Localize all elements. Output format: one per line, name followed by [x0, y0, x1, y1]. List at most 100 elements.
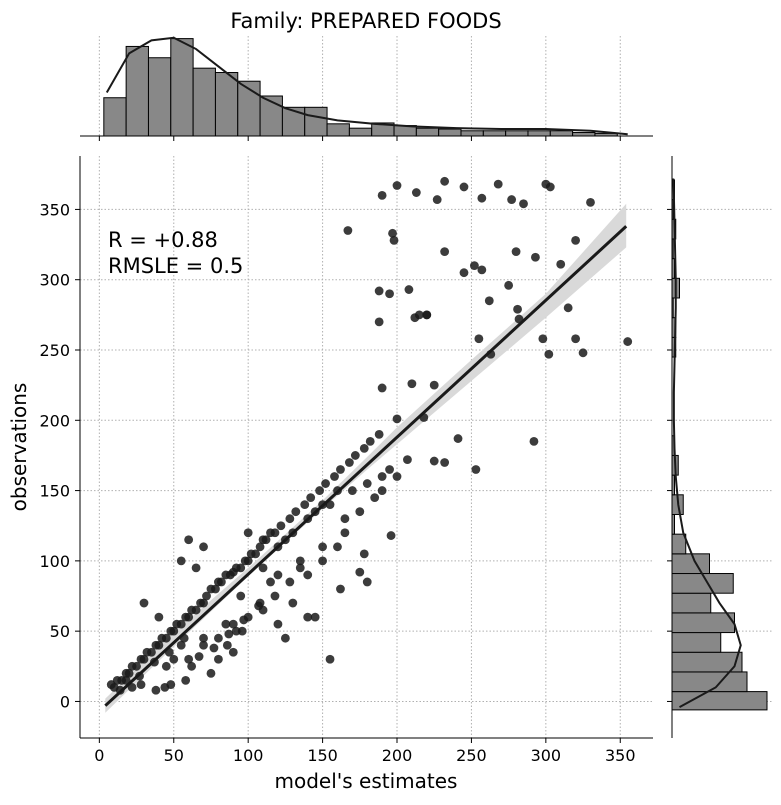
y-tick-label: 150 [39, 482, 70, 501]
data-point [236, 591, 246, 601]
data-point [538, 334, 548, 344]
data-point [221, 619, 231, 629]
top-hist-bar [438, 128, 462, 137]
data-point [206, 668, 216, 678]
data-point [459, 182, 469, 192]
y-tick-label: 250 [39, 341, 70, 360]
top-hist-bar [147, 57, 172, 137]
data-point [246, 549, 256, 559]
data-point [374, 286, 384, 296]
data-point [470, 261, 479, 271]
data-point [273, 619, 283, 629]
data-point [211, 584, 220, 594]
data-point [318, 542, 327, 552]
data-point [403, 455, 412, 465]
data-point [154, 612, 164, 622]
data-point [255, 542, 265, 552]
y-tick-label: 300 [39, 271, 70, 290]
regression-line [104, 225, 628, 707]
data-point [112, 675, 122, 685]
data-point [374, 317, 384, 327]
data-point [254, 601, 263, 611]
right-hist-bar [671, 691, 768, 711]
data-point [440, 176, 450, 186]
data-point [385, 289, 394, 299]
regression-line-group [104, 225, 628, 707]
data-point [571, 235, 581, 245]
data-point [191, 563, 201, 573]
x-tick-label: 0 [94, 746, 104, 765]
right-kde-curve [672, 178, 742, 708]
data-point [563, 303, 573, 313]
data-point [306, 493, 316, 503]
top-kde-curve [105, 36, 628, 136]
data-point [228, 647, 238, 657]
data-point [157, 633, 167, 643]
data-point [199, 633, 208, 643]
data-point [315, 486, 325, 495]
data-point [359, 549, 369, 559]
y-tick-labels: 0 50 100 150 200 250 300 350 [39, 200, 80, 711]
data-point [432, 195, 442, 204]
data-point [231, 563, 241, 573]
data-point [280, 633, 290, 643]
data-point [377, 190, 387, 200]
data-point [176, 556, 186, 566]
right-hist-bar [671, 612, 735, 634]
data-point [285, 577, 295, 587]
y-axis-label: observations [7, 383, 31, 512]
data-point [571, 334, 581, 344]
top-hist-bar [170, 38, 194, 137]
data-point [407, 379, 417, 389]
data-point [477, 193, 487, 203]
main-axes [79, 156, 653, 739]
data-point [493, 179, 503, 189]
data-point [350, 451, 360, 460]
data-point [374, 429, 384, 439]
data-point [411, 188, 421, 197]
data-point [310, 612, 320, 622]
data-point [359, 444, 369, 453]
data-point [392, 472, 402, 481]
data-point [184, 654, 194, 664]
data-point [453, 434, 463, 443]
data-point [336, 465, 345, 474]
data-point [474, 334, 484, 344]
y-tick-label: 100 [39, 552, 70, 571]
x-tick-label: 100 [233, 746, 264, 765]
top-hist-bar [304, 106, 328, 137]
data-point [270, 591, 280, 601]
data-point [172, 619, 182, 629]
data-point [477, 265, 487, 275]
data-point [196, 598, 205, 608]
data-point [258, 563, 268, 573]
annotation-rmsle: RMSLE = 0.5 [108, 254, 243, 278]
data-point [199, 542, 208, 552]
data-point [261, 535, 271, 545]
data-point [330, 472, 339, 481]
data-point [139, 598, 149, 608]
top-hist-bar [103, 97, 127, 137]
y-tick-label: 200 [39, 411, 70, 430]
data-point [184, 535, 194, 545]
data-point [216, 577, 226, 587]
data-point [404, 285, 414, 294]
y-tick-label: 50 [50, 622, 70, 641]
top-hist-bar [460, 130, 484, 137]
data-point [300, 500, 310, 510]
data-point [484, 296, 494, 306]
data-point [578, 348, 588, 358]
data-point [545, 182, 555, 192]
data-point [214, 633, 223, 643]
data-point [544, 349, 554, 359]
data-point [333, 542, 342, 552]
data-point [121, 668, 131, 678]
data-point [386, 531, 396, 540]
data-point [199, 640, 208, 650]
data-point [127, 682, 137, 692]
x-tick-label: 250 [456, 746, 487, 765]
data-point [237, 626, 247, 636]
right-hist-bar [671, 632, 722, 653]
data-point [276, 521, 286, 531]
